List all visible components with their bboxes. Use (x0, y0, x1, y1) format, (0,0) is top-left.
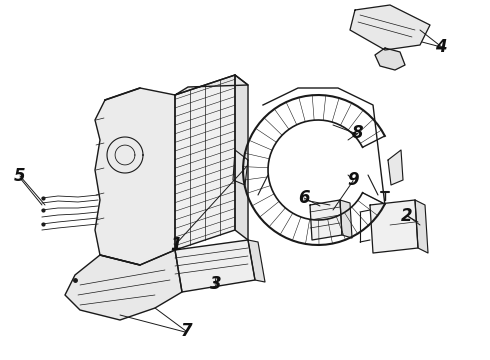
Text: 8: 8 (352, 124, 364, 142)
Text: 2: 2 (401, 207, 413, 225)
Text: 3: 3 (210, 275, 221, 293)
Text: 7: 7 (180, 322, 192, 340)
Polygon shape (233, 150, 248, 185)
Polygon shape (175, 240, 255, 292)
Polygon shape (310, 200, 342, 240)
Polygon shape (350, 5, 430, 50)
Polygon shape (95, 88, 175, 265)
Polygon shape (370, 200, 418, 253)
Polygon shape (175, 75, 235, 250)
Text: 9: 9 (347, 171, 359, 189)
Polygon shape (175, 75, 248, 95)
Text: 1: 1 (171, 236, 182, 254)
Polygon shape (388, 150, 403, 185)
Text: 5: 5 (14, 167, 25, 185)
Polygon shape (248, 240, 265, 282)
Polygon shape (235, 75, 248, 240)
Polygon shape (415, 200, 428, 253)
Polygon shape (340, 200, 352, 238)
Text: 4: 4 (435, 38, 447, 56)
Polygon shape (375, 48, 405, 70)
Polygon shape (65, 250, 182, 320)
Text: 6: 6 (298, 189, 310, 207)
